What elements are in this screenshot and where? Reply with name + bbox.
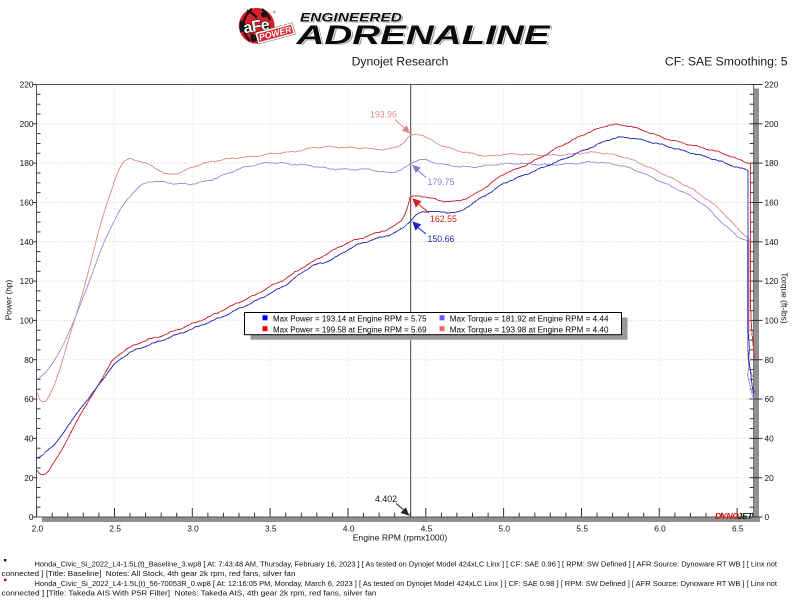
svg-text:3.5: 3.5 [265, 524, 277, 534]
svg-text:connected ] [Title: Takeda AIS: connected ] [Title: Takeda AIS With P5R … [2, 588, 377, 597]
svg-text:200: 200 [20, 119, 34, 129]
svg-text:JET: JET [738, 511, 754, 521]
svg-text:Dynojet Research: Dynojet Research [352, 55, 449, 69]
svg-text:DYNO: DYNO [715, 511, 739, 521]
svg-text:200: 200 [765, 119, 779, 129]
svg-text:179.75: 179.75 [428, 177, 455, 187]
svg-text:4.402: 4.402 [375, 494, 397, 504]
svg-text:5.5: 5.5 [576, 524, 588, 534]
svg-text:100: 100 [20, 316, 34, 326]
svg-text:ENGINEERED: ENGINEERED [302, 12, 404, 25]
svg-text:140: 140 [20, 237, 34, 247]
svg-text:Max Torque = 193.98 at Engine: Max Torque = 193.98 at Engine RPM = 4.40 [450, 324, 609, 334]
svg-text:40: 40 [765, 434, 775, 444]
svg-text:20: 20 [24, 473, 34, 483]
svg-text:Max Torque = 181.92 at Engine: Max Torque = 181.92 at Engine RPM = 4.44 [450, 314, 609, 324]
svg-text:Torque (ft-lbs): Torque (ft-lbs) [780, 272, 790, 323]
svg-text:40: 40 [24, 434, 34, 444]
svg-text:180: 180 [20, 158, 34, 168]
svg-text:CF: SAE Smoothing: 5: CF: SAE Smoothing: 5 [665, 55, 788, 69]
svg-text:6.5: 6.5 [732, 524, 744, 534]
svg-text:120: 120 [765, 276, 779, 286]
svg-text:Power (hp): Power (hp) [4, 279, 14, 320]
svg-text:Engine RPM (rpmx1000): Engine RPM (rpmx1000) [353, 533, 448, 543]
svg-text:193.96: 193.96 [370, 110, 397, 120]
svg-text:ADRENALINE: ADRENALINE [295, 21, 550, 51]
svg-text:220: 220 [765, 80, 779, 90]
svg-text:3.0: 3.0 [187, 524, 199, 534]
svg-text:60: 60 [765, 394, 775, 404]
svg-text:connected ] [Title: Baseline]: connected ] [Title: Baseline] Notes: All… [2, 569, 296, 578]
svg-text:Honda_Civic_Si_2022_L4-1.5L(t): Honda_Civic_Si_2022_L4-1.5L(t)_Baseline_… [35, 559, 778, 568]
svg-text:150.66: 150.66 [428, 234, 455, 244]
svg-text:160: 160 [20, 198, 34, 208]
svg-text:60: 60 [24, 394, 34, 404]
svg-text:162.55: 162.55 [430, 214, 457, 224]
svg-text:4.5: 4.5 [421, 524, 433, 534]
svg-text:Honda_Civic_Si_2022_L4-1.5L(t): Honda_Civic_Si_2022_L4-1.5L(t)_56-70053R… [35, 579, 778, 588]
svg-text:®: ® [273, 10, 277, 15]
svg-text:100: 100 [765, 316, 779, 326]
svg-text:140: 140 [765, 237, 779, 247]
svg-text:Max Power = 199.58 at Engine R: Max Power = 199.58 at Engine RPM = 5.69 [273, 324, 427, 334]
svg-text:2.5: 2.5 [109, 524, 121, 534]
svg-text:160: 160 [765, 198, 779, 208]
svg-text:ADRENALINE: ADRENALINE [297, 22, 552, 52]
svg-text:120: 120 [20, 276, 34, 286]
svg-text:Max Power = 193.14 at Engine R: Max Power = 193.14 at Engine RPM = 5.75 [273, 314, 427, 324]
svg-text:0: 0 [765, 512, 770, 522]
svg-text:0: 0 [29, 512, 34, 522]
svg-text:6.0: 6.0 [654, 524, 666, 534]
svg-text:ENGINEERED: ENGINEERED [300, 11, 402, 24]
svg-text:80: 80 [24, 355, 34, 365]
svg-text:5.0: 5.0 [499, 524, 511, 534]
svg-text:80: 80 [765, 355, 775, 365]
svg-text:4.0: 4.0 [343, 524, 355, 534]
svg-text:220: 220 [20, 80, 34, 90]
svg-text:20: 20 [765, 473, 775, 483]
svg-text:2.0: 2.0 [32, 524, 44, 534]
svg-text:180: 180 [765, 158, 779, 168]
